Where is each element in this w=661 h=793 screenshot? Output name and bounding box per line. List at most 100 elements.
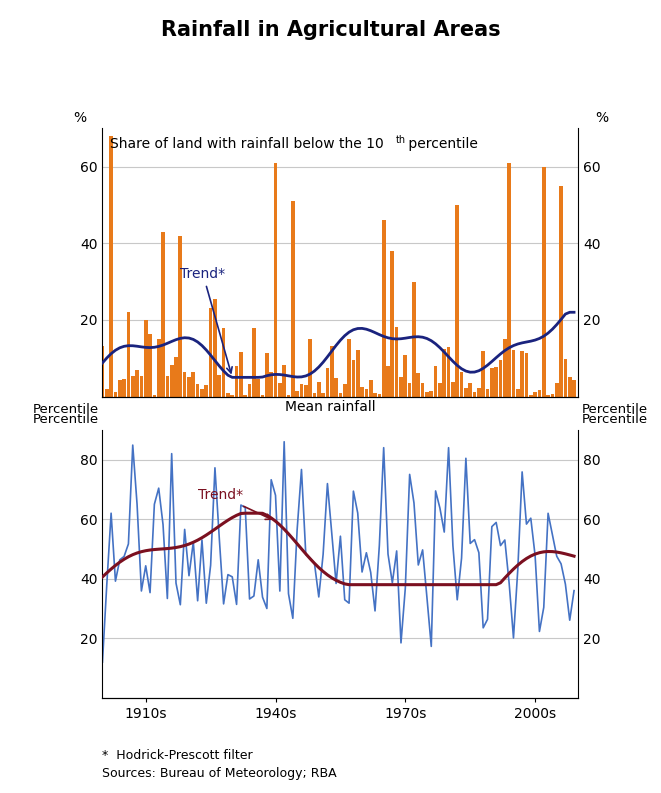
Bar: [153, 395, 156, 396]
Bar: [260, 395, 264, 396]
Bar: [469, 383, 472, 396]
Bar: [161, 232, 165, 396]
Bar: [430, 391, 433, 396]
Bar: [438, 383, 442, 396]
Bar: [330, 346, 334, 396]
Bar: [291, 201, 295, 396]
Bar: [217, 375, 221, 396]
Bar: [551, 393, 555, 396]
Text: Rainfall in Agricultural Areas: Rainfall in Agricultural Areas: [161, 20, 500, 40]
Bar: [572, 380, 576, 396]
Bar: [165, 376, 169, 396]
Bar: [321, 393, 325, 396]
Text: Percentile: Percentile: [582, 413, 648, 426]
Bar: [326, 369, 329, 396]
Bar: [481, 351, 485, 396]
Bar: [209, 308, 212, 396]
Bar: [490, 369, 494, 396]
Bar: [308, 339, 312, 396]
Bar: [256, 379, 260, 396]
Text: *  Hodrick-Prescott filter: * Hodrick-Prescott filter: [102, 749, 253, 762]
Bar: [231, 395, 234, 396]
Bar: [136, 370, 139, 396]
Bar: [274, 163, 278, 396]
Bar: [248, 384, 251, 396]
Bar: [317, 382, 321, 396]
Bar: [174, 357, 178, 396]
Bar: [459, 372, 463, 396]
Text: %: %: [73, 110, 86, 125]
Bar: [347, 339, 351, 396]
Bar: [144, 320, 147, 396]
Bar: [170, 365, 174, 396]
Bar: [516, 389, 520, 396]
Bar: [192, 372, 195, 396]
Bar: [213, 298, 217, 396]
Bar: [564, 359, 567, 396]
Bar: [421, 383, 424, 396]
Bar: [451, 382, 455, 396]
Bar: [546, 395, 550, 396]
Bar: [498, 360, 502, 396]
Bar: [386, 366, 390, 396]
Bar: [382, 220, 385, 396]
Bar: [187, 377, 191, 396]
Bar: [178, 236, 182, 396]
Bar: [377, 394, 381, 396]
Bar: [416, 373, 420, 396]
Bar: [542, 167, 545, 396]
Bar: [364, 389, 368, 396]
Bar: [399, 377, 403, 396]
Bar: [235, 366, 239, 396]
Bar: [447, 347, 450, 396]
Bar: [559, 186, 563, 396]
Bar: [157, 339, 161, 396]
Bar: [529, 395, 533, 396]
Bar: [105, 389, 108, 396]
Bar: [507, 163, 511, 396]
Bar: [464, 388, 468, 396]
Bar: [287, 395, 290, 396]
Bar: [239, 351, 243, 396]
Bar: [360, 387, 364, 396]
Bar: [122, 379, 126, 396]
Bar: [408, 383, 412, 396]
Bar: [373, 393, 377, 396]
Bar: [555, 382, 559, 396]
Bar: [503, 339, 507, 396]
Bar: [100, 346, 104, 396]
Bar: [183, 372, 186, 396]
Bar: [126, 312, 130, 396]
Bar: [512, 351, 516, 396]
Bar: [395, 328, 399, 396]
Bar: [148, 334, 152, 396]
Bar: [403, 354, 407, 396]
Bar: [243, 395, 247, 396]
Bar: [269, 372, 273, 396]
Text: Trend*: Trend*: [180, 267, 232, 373]
Bar: [221, 328, 225, 396]
Bar: [533, 393, 537, 396]
Bar: [131, 376, 135, 396]
Bar: [295, 391, 299, 396]
Bar: [313, 393, 317, 396]
Bar: [455, 205, 459, 396]
Bar: [252, 328, 256, 396]
Bar: [425, 392, 429, 396]
Bar: [299, 385, 303, 396]
Bar: [391, 251, 394, 396]
Bar: [343, 384, 346, 396]
Bar: [226, 393, 230, 396]
Bar: [304, 385, 307, 396]
Text: Percentile: Percentile: [582, 403, 648, 416]
Bar: [200, 389, 204, 396]
Bar: [338, 393, 342, 396]
Bar: [265, 354, 269, 396]
Text: Percentile: Percentile: [33, 413, 99, 426]
Bar: [109, 136, 113, 396]
Text: %: %: [595, 110, 608, 125]
Bar: [434, 366, 438, 396]
Bar: [139, 376, 143, 396]
Bar: [369, 381, 373, 396]
Bar: [278, 383, 282, 396]
